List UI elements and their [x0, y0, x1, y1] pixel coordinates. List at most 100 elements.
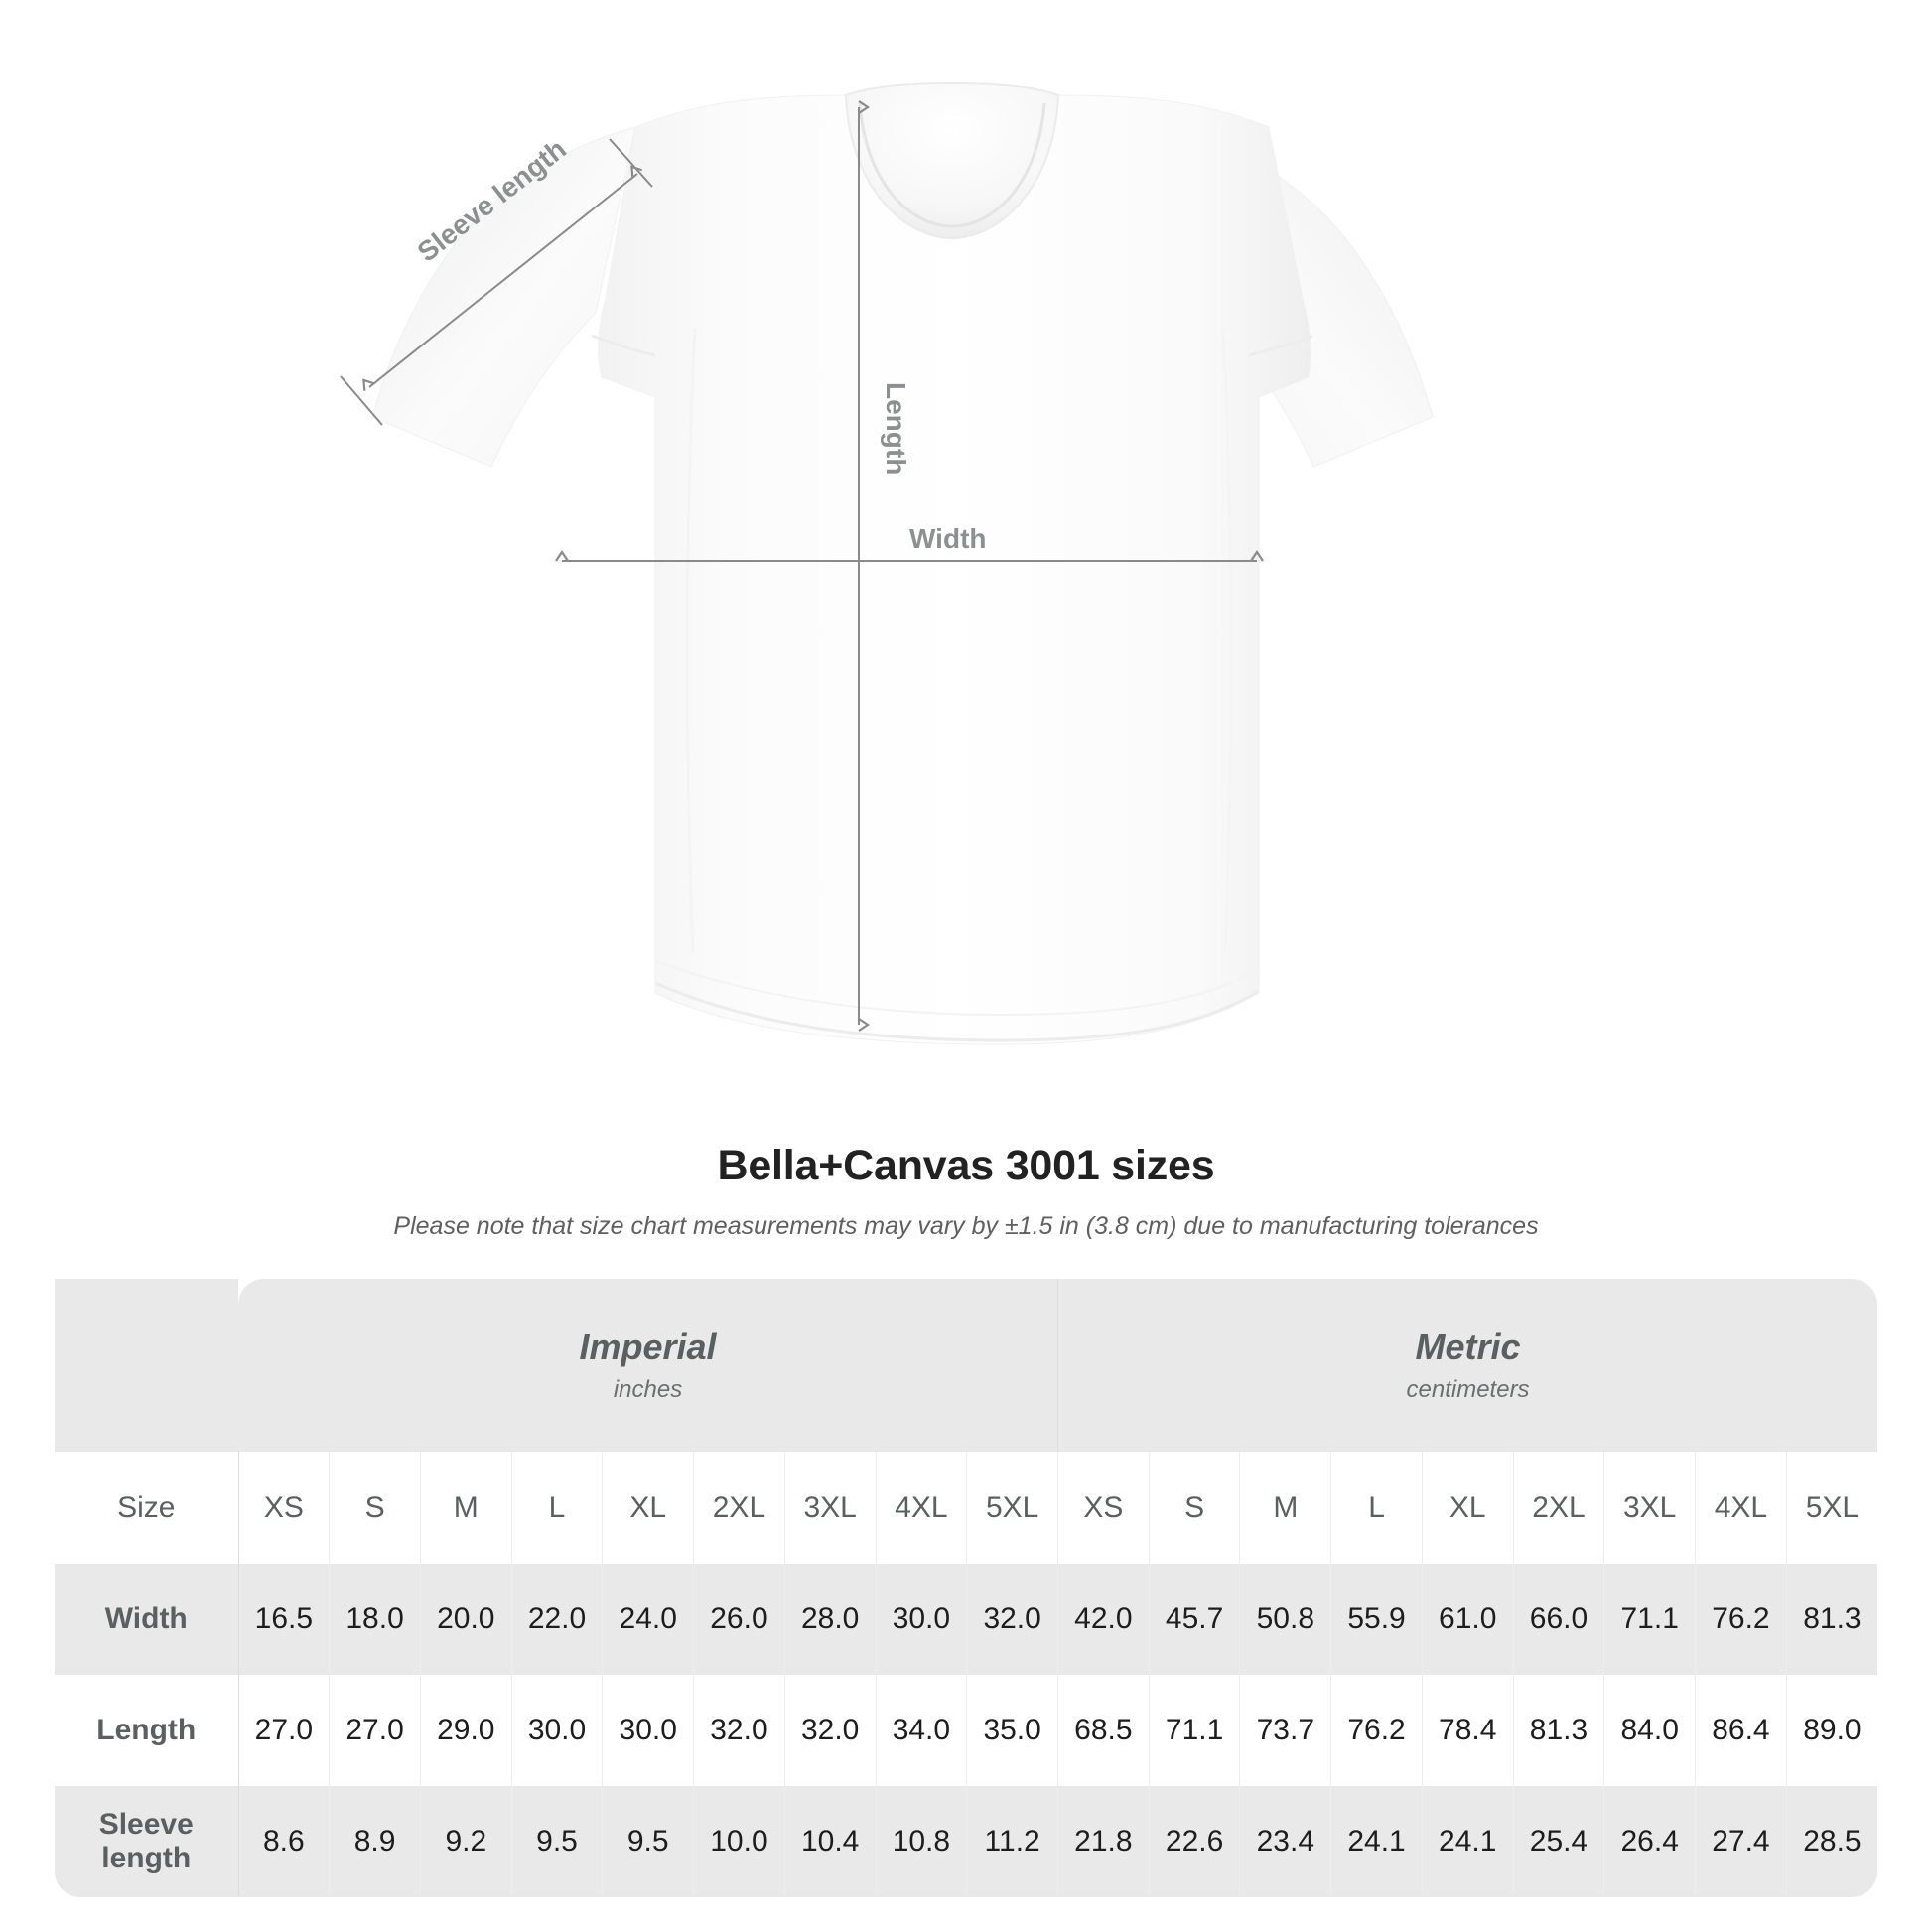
cell-length-metric-4xl: 86.4	[1695, 1675, 1787, 1786]
cell-sleeve-length-imperial-xs: 8.6	[238, 1786, 331, 1897]
cell-length-imperial-xs: 27.0	[238, 1675, 331, 1786]
cell-width-metric-3xl: 71.1	[1603, 1564, 1697, 1675]
label-length: Length	[881, 382, 911, 475]
cell-length-metric-5xl: 89.0	[1786, 1675, 1878, 1786]
cell-sleeve-length-metric-5xl: 28.5	[1786, 1786, 1878, 1897]
cell-length-metric-m: 73.7	[1239, 1675, 1332, 1786]
cell-length-metric-3xl: 84.0	[1603, 1675, 1697, 1786]
unit-group-imperial-name: Imperial	[579, 1325, 717, 1367]
hem-line	[654, 981, 1260, 1042]
cell-width-imperial-xs: 16.5	[238, 1564, 331, 1675]
size-chart-table: Imperial inches Metric centimeters Size XS S M L…	[55, 1279, 1878, 1897]
size-header-imperial-m: M	[420, 1452, 512, 1564]
size-header-label: Size	[55, 1452, 239, 1564]
size-header-imperial-5xl: 5XL	[966, 1452, 1059, 1564]
size-header-imperial-l: L	[511, 1452, 604, 1564]
table-row: Length 27.0 27.0 29.0 30.0 30.0 32.0 32.0 34.0 35…	[55, 1675, 1878, 1786]
collar-inner	[858, 102, 1046, 228]
cell-width-imperial-4xl: 30.0	[876, 1564, 968, 1675]
cell-length-metric-xl: 78.4	[1422, 1675, 1514, 1786]
size-header-metric-xl: XL	[1422, 1452, 1514, 1564]
tshirt-illustration: Sleeve length Length Width	[340, 81, 1434, 1045]
cell-width-metric-2xl: 66.0	[1513, 1564, 1605, 1675]
size-header-metric-xs: XS	[1057, 1452, 1150, 1564]
size-header-imperial-4xl: 4XL	[876, 1452, 968, 1564]
cell-length-imperial-xl: 30.0	[602, 1675, 695, 1786]
cell-width-metric-xs: 42.0	[1057, 1564, 1150, 1675]
cell-width-metric-4xl: 76.2	[1695, 1564, 1787, 1675]
row-label-sleeve-length: Sleeve length	[55, 1786, 239, 1897]
cell-width-imperial-xl: 24.0	[602, 1564, 695, 1675]
fold-right	[1221, 327, 1233, 954]
label-width: Width	[909, 523, 987, 554]
sleeve-tick-start	[340, 375, 383, 426]
size-header-imperial-3xl: 3XL	[784, 1452, 877, 1564]
cell-width-imperial-s: 18.0	[329, 1564, 421, 1675]
cell-sleeve-length-metric-l: 24.1	[1330, 1786, 1423, 1897]
page-subtitle: Please note that size chart measurements…	[393, 1212, 1539, 1240]
page-title: Bella+Canvas 3001 sizes	[717, 1142, 1215, 1189]
cell-sleeve-length-imperial-s: 8.9	[329, 1786, 421, 1897]
cell-sleeve-length-metric-xs: 21.8	[1057, 1786, 1150, 1897]
cell-width-imperial-2xl: 26.0	[693, 1564, 785, 1675]
tshirt-graphic	[371, 81, 1434, 1045]
cell-width-imperial-m: 20.0	[420, 1564, 512, 1675]
cell-sleeve-length-metric-4xl: 27.4	[1695, 1786, 1787, 1897]
cell-sleeve-length-imperial-3xl: 10.4	[784, 1786, 877, 1897]
cell-sleeve-length-metric-xl: 24.1	[1422, 1786, 1514, 1897]
cell-length-imperial-s: 27.0	[329, 1675, 421, 1786]
unit-group-row: Imperial inches Metric centimeters	[55, 1279, 1878, 1452]
unit-group-metric: Metric centimeters	[1057, 1279, 1878, 1452]
cell-width-metric-s: 45.7	[1149, 1564, 1241, 1675]
size-table-wrapper: Imperial inches Metric centimeters Size XS S M L…	[55, 1279, 1878, 1897]
unit-row-spacer	[55, 1279, 238, 1452]
cell-width-metric-xl: 61.0	[1422, 1564, 1514, 1675]
cell-length-metric-xs: 68.5	[1057, 1675, 1150, 1786]
cell-sleeve-length-metric-m: 23.4	[1239, 1786, 1332, 1897]
table-row: Sleeve length 8.6 8.9 9.2 9.5 9.5 10.0 10.4 10.8…	[55, 1786, 1878, 1897]
cell-sleeve-length-imperial-2xl: 10.0	[693, 1786, 785, 1897]
cell-sleeve-length-imperial-xl: 9.5	[602, 1786, 695, 1897]
row-label-length: Length	[55, 1675, 239, 1786]
cell-length-imperial-m: 29.0	[420, 1675, 512, 1786]
unit-group-metric-name: Metric	[1415, 1325, 1521, 1367]
size-header-row: Size XS S M L XL 2XL 3XL 4XL 5XL XS S M L XL 2XL 3XL 4XL 5…	[55, 1452, 1878, 1564]
cell-width-imperial-l: 22.0	[511, 1564, 604, 1675]
unit-group-metric-unit: centimeters	[1406, 1376, 1530, 1404]
cell-sleeve-length-metric-s: 22.6	[1149, 1786, 1241, 1897]
cell-sleeve-length-imperial-5xl: 11.2	[966, 1786, 1059, 1897]
size-header-metric-5xl: 5XL	[1786, 1452, 1878, 1564]
size-header-imperial-xs: XS	[238, 1452, 331, 1564]
cell-length-metric-l: 76.2	[1330, 1675, 1423, 1786]
size-header-metric-m: M	[1239, 1452, 1332, 1564]
size-header-metric-l: L	[1330, 1452, 1423, 1564]
size-header-imperial-s: S	[329, 1452, 421, 1564]
cell-width-imperial-5xl: 32.0	[966, 1564, 1059, 1675]
unit-group-imperial: Imperial inches	[238, 1279, 1058, 1452]
cell-length-metric-s: 71.1	[1149, 1675, 1241, 1786]
cell-sleeve-length-imperial-4xl: 10.8	[876, 1786, 968, 1897]
cell-length-imperial-3xl: 32.0	[784, 1675, 877, 1786]
unit-group-imperial-unit: inches	[613, 1376, 683, 1404]
hem-fold	[654, 960, 1260, 1017]
cell-length-imperial-l: 30.0	[511, 1675, 604, 1786]
sleeve-hem-right	[1248, 334, 1313, 357]
sleeve-tick-end	[609, 138, 653, 188]
table-row: Width 16.5 18.0 20.0 22.0 24.0 26.0 28.0 30.0 32.…	[55, 1564, 1878, 1675]
size-header-imperial-xl: XL	[602, 1452, 695, 1564]
cell-width-imperial-3xl: 28.0	[784, 1564, 877, 1675]
size-header-metric-3xl: 3XL	[1603, 1452, 1697, 1564]
cell-width-metric-l: 55.9	[1330, 1564, 1423, 1675]
cell-length-imperial-5xl: 35.0	[966, 1675, 1059, 1786]
size-header-metric-2xl: 2XL	[1513, 1452, 1605, 1564]
size-header-imperial-2xl: 2XL	[693, 1452, 785, 1564]
collar	[844, 81, 1060, 240]
cell-sleeve-length-metric-3xl: 26.4	[1603, 1786, 1697, 1897]
cell-length-imperial-2xl: 32.0	[693, 1675, 785, 1786]
size-header-metric-s: S	[1149, 1452, 1241, 1564]
fold-left	[685, 327, 697, 954]
cell-length-imperial-4xl: 34.0	[876, 1675, 968, 1786]
heading-block: Bella+Canvas 3001 sizes Please note that…	[0, 1142, 1932, 1241]
cell-width-metric-m: 50.8	[1239, 1564, 1332, 1675]
